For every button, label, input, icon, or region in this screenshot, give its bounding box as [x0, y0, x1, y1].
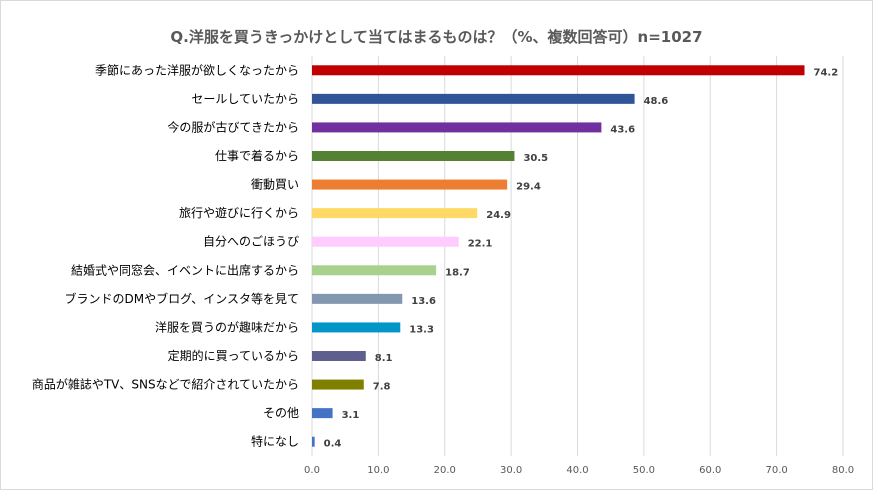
- bar: [312, 236, 459, 247]
- bar: [312, 379, 364, 390]
- x-tick-label: 60.0: [699, 465, 721, 476]
- bar: [312, 122, 602, 133]
- bar: [312, 151, 515, 161]
- data-label: 22.1: [468, 239, 493, 250]
- bar: [312, 408, 333, 419]
- data-label: 7.8: [373, 382, 391, 393]
- bar: [312, 436, 315, 447]
- data-label: 24.9: [486, 210, 511, 221]
- x-tick-label: 50.0: [633, 465, 655, 476]
- category-label: 定期的に買っているから: [168, 348, 299, 363]
- x-tick-label: 20.0: [434, 465, 456, 476]
- bar: [312, 208, 478, 219]
- data-label: 18.7: [445, 267, 470, 278]
- bar: [312, 93, 635, 104]
- category-label: 今の服が古びてきたから: [167, 119, 299, 134]
- bar: [312, 351, 366, 361]
- x-tick-label: 10.0: [367, 465, 389, 476]
- x-tick-label: 80.0: [832, 465, 854, 476]
- category-label: 季節にあった洋服が欲しくなったから: [95, 62, 299, 77]
- bar: [312, 293, 403, 304]
- category-label: 洋服を買うのが趣味だから: [155, 319, 299, 334]
- category-label: 結婚式や同窓会、イベントに出席するから: [71, 262, 299, 277]
- chart-title: Q.洋服を買うきっかけとして当てはまるものは？（%、複数回答可）n=1027: [170, 28, 703, 46]
- category-label: ブランドのDMやブログ、インスタ等を見て: [64, 291, 299, 306]
- x-tick-label: 70.0: [765, 465, 787, 476]
- data-label: 13.6: [411, 296, 436, 307]
- data-label: 13.3: [409, 324, 434, 335]
- data-label: 0.4: [324, 439, 342, 450]
- x-tick-label: 30.0: [500, 465, 522, 476]
- category-label: 旅行や遊びに行くから: [179, 205, 299, 220]
- data-label: 74.2: [814, 67, 839, 78]
- bar: [312, 322, 401, 333]
- data-label: 3.1: [342, 410, 360, 421]
- category-label: 自分へのごほうび: [203, 234, 299, 249]
- bar: [312, 179, 508, 190]
- x-tick-label: 40.0: [566, 465, 588, 476]
- category-label: セールしていたから: [191, 92, 299, 106]
- data-label: 29.4: [516, 182, 541, 193]
- x-tick-label: 0.0: [304, 465, 320, 476]
- category-label: 仕事で着るから: [215, 148, 299, 163]
- category-label: 衝動買い: [251, 178, 299, 192]
- data-label: 30.5: [523, 153, 548, 164]
- category-label: 特になし: [251, 434, 299, 449]
- category-label: 商品が雑誌やTV、SNSなどで紹介されていたから: [32, 377, 299, 392]
- data-label: 48.6: [644, 96, 669, 107]
- bar: [312, 265, 437, 276]
- bar: [312, 65, 805, 76]
- category-label: その他: [263, 406, 299, 420]
- data-label: 43.6: [610, 124, 635, 135]
- data-label: 8.1: [375, 353, 393, 364]
